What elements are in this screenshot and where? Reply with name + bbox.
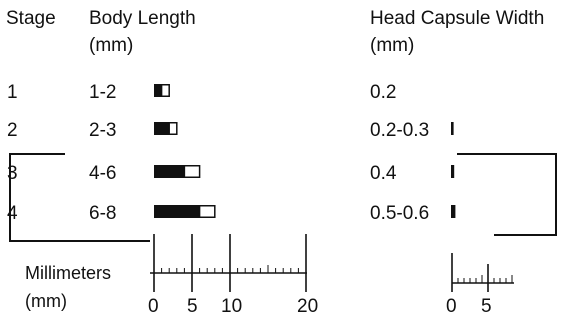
- stage-2-body-min-bar: [154, 122, 170, 135]
- scale-unit: (mm): [25, 291, 67, 311]
- head-width-ruler: [451, 253, 514, 292]
- body-length-ruler: [150, 234, 307, 292]
- stage-3-body-range-bar: [183, 165, 201, 178]
- stage-1-head-width: 0.2: [370, 82, 397, 103]
- left-stage-bracket: [9, 153, 150, 242]
- stage-1-label: 1: [7, 82, 18, 103]
- stage-3-head-width-bar: [451, 165, 455, 178]
- stage-4-head-width-bar: [451, 205, 456, 218]
- body-scale-tick-5: 5: [187, 296, 198, 317]
- stage-4-body-length: 6-8: [89, 203, 117, 224]
- stage-4-body-min-bar: [154, 205, 200, 218]
- head-width-header: Head Capsule Width: [370, 8, 545, 29]
- stage-bracket-lines: [9, 153, 557, 242]
- stage-3-label: 3: [7, 163, 18, 184]
- stage-header: Stage: [6, 8, 56, 29]
- stage-2-body-range-bar: [168, 122, 178, 135]
- body-length-unit: (mm): [89, 35, 134, 56]
- body-scale-tick-0: 0: [148, 296, 159, 317]
- stage-2-head-width: 0.2-0.3: [370, 120, 430, 141]
- head-scale-tick-0: 0: [446, 296, 457, 317]
- stage-3-head-width: 0.4: [370, 163, 397, 184]
- stage-1-body-range-bar: [160, 84, 170, 97]
- stage-4-head-width: 0.5-0.6: [370, 203, 430, 224]
- stage-2-head-width-bar: [451, 122, 454, 135]
- stage-1-body-min-bar: [154, 84, 162, 97]
- head-width-unit: (mm): [370, 35, 415, 56]
- stage-1-body-length: 1-2: [89, 82, 117, 103]
- stage-2-label: 2: [7, 120, 18, 141]
- body-scale-tick-10: 10: [221, 296, 243, 317]
- body-scale-tick-20: 20: [297, 296, 319, 317]
- stage-2-body-length: 2-3: [89, 120, 117, 141]
- scale-label: Millimeters: [25, 263, 112, 283]
- head-scale-tick-5: 5: [481, 296, 492, 317]
- body-length-bars: [154, 84, 216, 218]
- right-stage-bracket: [457, 153, 557, 236]
- stage-4-label: 4: [7, 203, 18, 224]
- head-width-bars: [451, 122, 456, 218]
- stage-4-body-range-bar: [198, 205, 216, 218]
- stage-3-body-length: 4-6: [89, 163, 117, 184]
- stage-3-body-min-bar: [154, 165, 185, 178]
- body-length-header: Body Length: [89, 8, 196, 29]
